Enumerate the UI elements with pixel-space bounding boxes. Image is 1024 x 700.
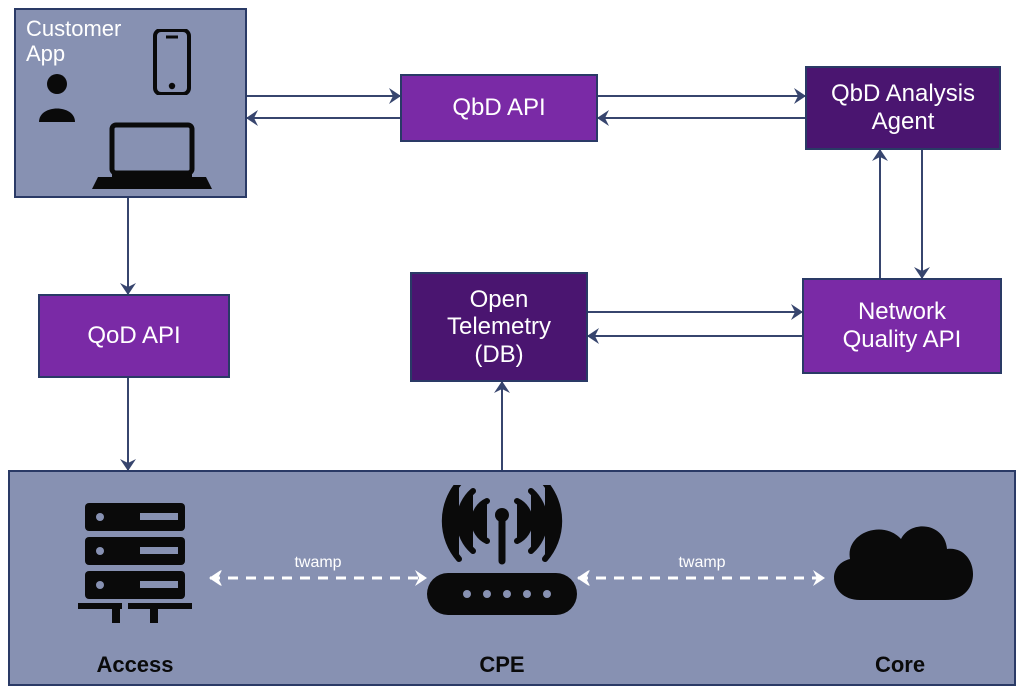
diagram-canvas: Customer App QbD API QbD Analysis Agent … xyxy=(0,0,1024,700)
qbd-api-node: QbD API xyxy=(400,74,598,142)
qod-api-node: QoD API xyxy=(38,294,230,378)
laptop-icon xyxy=(92,121,212,193)
phone-icon xyxy=(152,29,192,95)
cloud-icon xyxy=(815,505,985,615)
open-telemetry-node: Open Telemetry (DB) xyxy=(410,272,588,382)
network-quality-api-node: Network Quality API xyxy=(802,278,1002,374)
qbd-agent-label: QbD Analysis Agent xyxy=(831,80,975,135)
customer-app-panel: Customer App xyxy=(14,8,247,198)
person-icon xyxy=(35,72,79,122)
twamp-label-left: twamp xyxy=(218,554,418,572)
server-icon xyxy=(70,495,200,625)
nq-api-label: Network Quality API xyxy=(843,298,962,353)
core-label: Core xyxy=(800,652,1000,678)
qbd-analysis-agent-node: QbD Analysis Agent xyxy=(805,66,1001,150)
customer-app-label: Customer App xyxy=(26,16,121,67)
router-icon xyxy=(417,485,587,635)
twamp-label-right: twamp xyxy=(602,554,802,572)
open-telemetry-label: Open Telemetry (DB) xyxy=(447,286,551,369)
access-label: Access xyxy=(35,652,235,678)
cpe-label: CPE xyxy=(402,652,602,678)
qbd-api-label: QbD API xyxy=(452,94,545,122)
qod-api-label: QoD API xyxy=(87,322,180,350)
